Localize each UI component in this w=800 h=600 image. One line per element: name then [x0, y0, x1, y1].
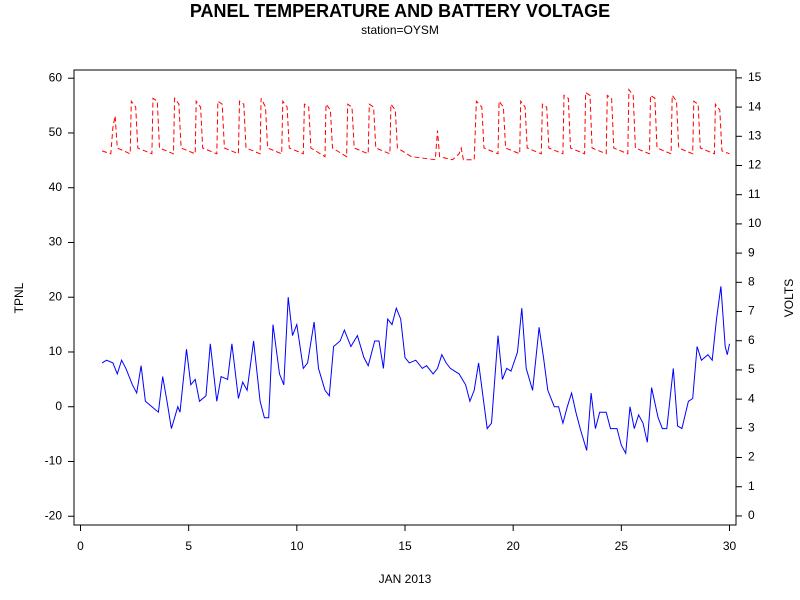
y2-tick-label: 4: [748, 391, 755, 405]
y2-tick-label: 14: [748, 99, 762, 113]
data-line: [101, 286, 730, 456]
y2-tick-label: 5: [748, 362, 755, 376]
y-tick-label: 10: [49, 344, 63, 358]
y-tick-label: 40: [49, 180, 63, 194]
x-tick-label: 0: [77, 539, 84, 553]
x-tick-label: 15: [398, 539, 412, 553]
y-tick-label: 60: [49, 70, 63, 84]
x-tick-label: 5: [185, 539, 192, 553]
y2-tick-label: 9: [748, 245, 755, 259]
y2-tick-label: 6: [748, 333, 755, 347]
data-line: [101, 88, 730, 161]
y-tick-label: 0: [55, 399, 62, 413]
y-tick-label: -20: [45, 508, 63, 522]
y2-tick-label: 0: [748, 508, 755, 522]
x-axis-label: JAN 2013: [379, 572, 432, 586]
y2-tick-label: 11: [748, 187, 761, 201]
x-tick-label: 10: [290, 539, 304, 553]
plot-frame: [73, 69, 737, 526]
x-tick-label: 25: [615, 539, 629, 553]
y2-tick-label: 7: [748, 304, 755, 318]
y2-tick-label: 13: [748, 128, 762, 142]
y2-tick-label: 15: [748, 70, 762, 84]
y2-axis-label: VOLTS: [782, 279, 796, 317]
y2-tick-label: 3: [748, 421, 755, 435]
chart-subtitle: station=OYSM: [361, 23, 439, 37]
y-tick-label: 20: [49, 289, 63, 303]
y-tick-label: 30: [49, 235, 63, 249]
chart-title: PANEL TEMPERATURE AND BATTERY VOLTAGE: [190, 1, 610, 21]
y2-tick-label: 10: [748, 216, 762, 230]
x-tick-label: 30: [723, 539, 737, 553]
y2-tick-label: 2: [748, 450, 755, 464]
y2-tick-label: 1: [748, 479, 755, 493]
y-tick-label: -10: [45, 454, 63, 468]
y2-tick-label: 12: [748, 158, 762, 172]
x-tick-label: 20: [506, 539, 520, 553]
y-axis-label: TPNL: [12, 282, 26, 313]
y-tick-label: 50: [49, 125, 63, 139]
y2-tick-label: 8: [748, 274, 755, 288]
